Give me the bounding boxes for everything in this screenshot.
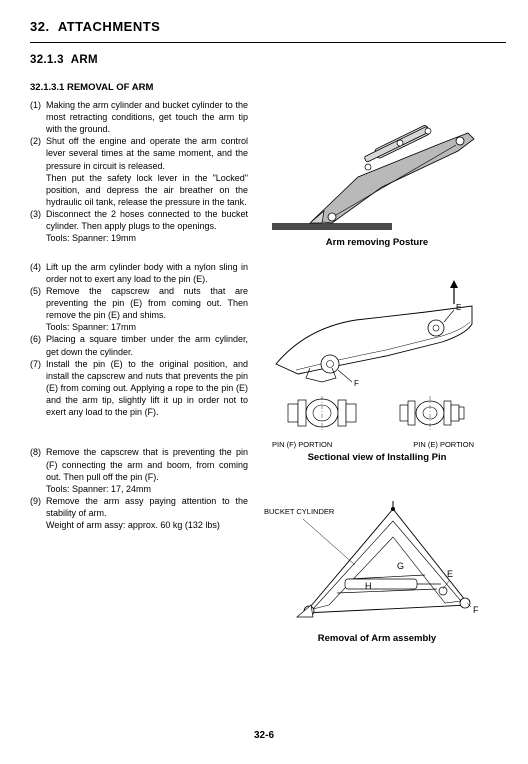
step-number: (9) <box>30 495 46 531</box>
step-number: (1) <box>30 99 46 135</box>
section-heading: 32.1.3 ARM <box>30 53 506 69</box>
step: (5)Remove the capscrew and nuts that are… <box>30 285 248 334</box>
step-text: Remove the capscrew that is preventing t… <box>46 446 248 482</box>
page-number: 32-6 <box>0 729 528 743</box>
figures-column: Arm removing Posture E F <box>262 99 492 646</box>
figure-caption: Removal of Arm assembly <box>262 633 492 646</box>
step-body: Remove the capscrew and nuts that are pr… <box>46 285 248 334</box>
chapter-number: 32. <box>30 19 50 34</box>
step-number: (4) <box>30 261 46 285</box>
letter-f: F <box>473 605 479 615</box>
section-number: 32.1.3 <box>30 54 64 66</box>
step-text: Then put the safety lock lever in the "L… <box>46 172 248 208</box>
chapter-title-text: ATTACHMENTS <box>58 19 161 34</box>
step: (4)Lift up the arm cylinder body with a … <box>30 261 248 285</box>
subsection-heading: 32.1.3.1 REMOVAL OF ARM <box>30 82 506 95</box>
step-number: (5) <box>30 285 46 334</box>
step-number: (3) <box>30 208 46 244</box>
step: (6)Placing a square timber under the arm… <box>30 333 248 357</box>
figure-sectional-pin: E F <box>262 278 492 465</box>
step-extra: Weight of arm assy: approx. 60 kg (132 l… <box>46 519 248 531</box>
step-tools: Tools: Spanner: 19mm <box>46 232 248 244</box>
steps-column: (1)Making the arm cylinder and bucket cy… <box>30 99 248 646</box>
step: (9)Remove the arm assy paying attention … <box>30 495 248 531</box>
step-body: Lift up the arm cylinder body with a nyl… <box>46 261 248 285</box>
pin-e-label: PIN (E) PORTION <box>413 440 474 450</box>
divider <box>30 42 506 43</box>
step: (7)Install the pin (E) to the original p… <box>30 358 248 419</box>
figure-caption: Arm removing Posture <box>262 237 492 250</box>
step: (1)Making the arm cylinder and bucket cy… <box>30 99 248 135</box>
pin-labels-row: PIN (F) PORTION PIN (E) PORTION <box>262 440 492 450</box>
svg-text:E: E <box>456 303 461 312</box>
step-text: Making the arm cylinder and bucket cylin… <box>46 99 248 135</box>
step-body: Making the arm cylinder and bucket cylin… <box>46 99 248 135</box>
step-text: Shut off the engine and operate the arm … <box>46 135 248 171</box>
step-text: Remove the arm assy paying attention to … <box>46 495 248 519</box>
gap <box>30 418 248 446</box>
step-body: Shut off the engine and operate the arm … <box>46 135 248 208</box>
step-body: Remove the capscrew that is preventing t… <box>46 446 248 495</box>
step-number: (7) <box>30 358 46 419</box>
step: (8)Remove the capscrew that is preventin… <box>30 446 248 495</box>
step-body: Remove the arm assy paying attention to … <box>46 495 248 531</box>
step-tools: Tools: Spanner: 17mm <box>46 321 248 333</box>
subsection-number: 32.1.3.1 <box>30 82 64 93</box>
content-columns: (1)Making the arm cylinder and bucket cy… <box>30 99 506 646</box>
step-number: (8) <box>30 446 46 495</box>
step-text: Placing a square timber under the arm cy… <box>46 333 248 357</box>
figure-arm-removal: BUCKET CYLINDER <box>262 501 492 646</box>
pin-f-label: PIN (F) PORTION <box>272 440 332 450</box>
step-body: Install the pin (E) to the original posi… <box>46 358 248 419</box>
section-title-text: ARM <box>71 54 98 66</box>
svg-text:F: F <box>354 379 359 388</box>
step-body: Placing a square timber under the arm cy… <box>46 333 248 357</box>
subsection-title-text: REMOVAL OF ARM <box>67 82 153 93</box>
step-text: Disconnect the 2 hoses connected to the … <box>46 208 248 232</box>
step-text: Install the pin (E) to the original posi… <box>46 358 248 419</box>
step-tools: Tools: Spanner: 17, 24mm <box>46 483 248 495</box>
letter-e: E <box>447 569 453 579</box>
figure-arm-posture: Arm removing Posture <box>262 117 492 250</box>
step-number: (2) <box>30 135 46 208</box>
step: (3)Disconnect the 2 hoses connected to t… <box>30 208 248 244</box>
step: (2)Shut off the engine and operate the a… <box>30 135 248 208</box>
step-number: (6) <box>30 333 46 357</box>
gap <box>30 245 248 261</box>
letter-h: H <box>365 581 372 591</box>
chapter-heading: 32. ATTACHMENTS <box>30 18 506 36</box>
bucket-cylinder-label: BUCKET CYLINDER <box>264 507 334 517</box>
step-text: Lift up the arm cylinder body with a nyl… <box>46 261 248 285</box>
figure-caption: Sectional view of Installing Pin <box>262 452 492 465</box>
step-body: Disconnect the 2 hoses connected to the … <box>46 208 248 244</box>
letter-g: G <box>397 561 404 571</box>
step-text: Remove the capscrew and nuts that are pr… <box>46 285 248 321</box>
